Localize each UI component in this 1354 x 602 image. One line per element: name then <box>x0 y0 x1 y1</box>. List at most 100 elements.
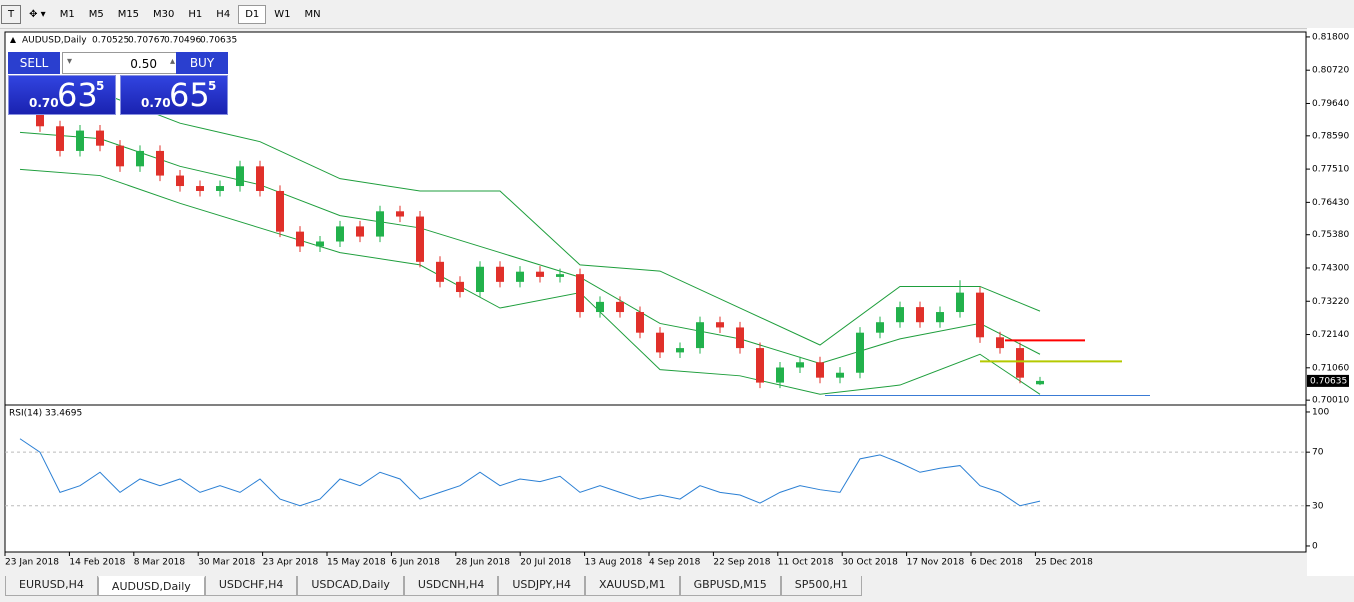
bollinger-lower <box>19 168 1041 395</box>
y-tick-label: 0.79640 <box>1312 99 1349 109</box>
timeframe-button[interactable]: H1 <box>188 8 203 20</box>
candle-body <box>1016 348 1024 378</box>
y-tick-label: 0 <box>1312 541 1318 551</box>
candle-body <box>176 175 184 187</box>
ohlc-value: 0.70767 <box>128 36 165 46</box>
ohlc-value: 0.70496 <box>164 36 201 46</box>
candle-body <box>436 261 444 282</box>
y-tick-label: 0.70010 <box>1312 396 1349 406</box>
candle-body <box>356 226 364 237</box>
x-tick-label: 17 Nov 2018 <box>907 558 965 568</box>
axis-background <box>1307 28 1354 576</box>
candle-body <box>956 292 964 313</box>
symbol-label: AUDUSD,Daily <box>22 36 87 46</box>
rsi-line <box>19 438 1041 507</box>
chart-tab[interactable]: USDCAD,Daily <box>297 576 404 596</box>
chart-tab[interactable]: EURUSD,H4 <box>5 576 98 596</box>
x-tick-label: 8 Mar 2018 <box>134 558 186 568</box>
timeframe-button[interactable]: MN <box>304 8 321 20</box>
candle-body <box>496 266 504 282</box>
ask-big: 0.70 <box>141 96 171 110</box>
chart-tabs: EURUSD,H4 AUDUSD,Daily USDCHF,H4 USDCAD,Dai… <box>5 576 863 596</box>
x-tick-label: 30 Mar 2018 <box>198 558 255 568</box>
y-tick-label: 0.77510 <box>1312 165 1349 175</box>
candle-body <box>336 226 344 242</box>
ask-quote[interactable]: 0.70 65 5 <box>120 75 228 115</box>
candle-body <box>556 274 564 277</box>
chart-tab[interactable]: USDCHF,H4 <box>204 576 298 596</box>
candle-body <box>736 327 744 349</box>
candle-body <box>276 190 284 232</box>
candle-body <box>816 362 824 378</box>
timeframe-button[interactable]: H4 <box>216 8 231 20</box>
price-pane <box>16 83 1150 397</box>
timeframe-button[interactable]: M5 <box>88 8 104 20</box>
y-tick-label: 0.74300 <box>1312 263 1349 273</box>
candle-body <box>536 271 544 277</box>
bollinger-upper <box>19 91 1041 346</box>
candle-body <box>316 241 324 247</box>
candle-body <box>936 312 944 323</box>
one-click-trading-panel: SELL ▾ 0.50 ▴ BUY 0.70 63 5 0.70 65 5 <box>8 52 228 116</box>
chart-tab[interactable]: GBPUSD,M15 <box>679 576 781 596</box>
candle-body <box>636 312 644 333</box>
lot-value: 0.50 <box>130 57 157 71</box>
buy-button[interactable]: BUY <box>176 52 228 74</box>
candle-body <box>256 166 264 191</box>
x-tick-label: 23 Apr 2018 <box>263 558 319 568</box>
y-tick-label: 0.71060 <box>1312 363 1349 373</box>
ohlc-value: 0.70635 <box>200 36 237 46</box>
last-price-tag <box>1307 374 1349 387</box>
drawing-tools-icon[interactable]: ✥ ▾ <box>29 8 46 20</box>
candle-body <box>676 348 684 353</box>
timeframe-button[interactable]: D1 <box>238 4 267 24</box>
ohlc-value: 0.70525 <box>92 36 129 46</box>
y-tick-label: 0.75380 <box>1312 230 1349 240</box>
chart-tab[interactable]: XAUUSD,M1 <box>584 576 680 596</box>
x-tick-label: 11 Oct 2018 <box>778 558 834 568</box>
lot-down[interactable]: ▾ <box>67 56 73 67</box>
chart-tab[interactable]: USDCNH,H4 <box>403 576 499 596</box>
candle-body <box>596 301 604 313</box>
candle-body <box>96 130 104 146</box>
text-tool-icon[interactable]: T <box>1 4 22 24</box>
chart-tab[interactable]: SP500,H1 <box>780 576 863 596</box>
x-tick-label: 23 Jan 2018 <box>5 558 59 568</box>
x-tick-label: 4 Sep 2018 <box>649 558 701 568</box>
timeframe-button[interactable]: W1 <box>274 8 291 20</box>
y-tick-label: 0.78590 <box>1312 131 1349 141</box>
candle-body <box>56 126 64 151</box>
y-tick-label: 30 <box>1312 501 1324 511</box>
lot-field[interactable]: ▾ 0.50 ▴ <box>62 52 182 74</box>
sell-button[interactable]: SELL <box>8 52 60 74</box>
chart-tab[interactable]: AUDUSD,Daily <box>97 576 205 596</box>
bid-quote[interactable]: 0.70 63 5 <box>8 75 116 115</box>
x-tick-label: 20 Jul 2018 <box>520 558 571 568</box>
candle-body <box>116 145 124 167</box>
y-tick-label: 0.76430 <box>1312 198 1349 208</box>
ask-fraction: 5 <box>208 79 217 93</box>
timeframe-button[interactable]: M30 <box>153 8 175 20</box>
timeframe-button[interactable]: M15 <box>117 8 140 20</box>
candle-body <box>976 292 984 338</box>
x-tick-label: 6 Jun 2018 <box>391 558 440 568</box>
y-tick-label: 100 <box>1312 407 1329 417</box>
candle-body <box>76 130 84 151</box>
lot-up[interactable]: ▴ <box>169 56 175 67</box>
candle-body <box>656 332 664 353</box>
x-tick-label: 15 May 2018 <box>327 558 386 568</box>
x-tick-label: 14 Feb 2018 <box>69 558 125 568</box>
candle-body <box>836 372 844 378</box>
bid-big: 0.70 <box>29 96 59 110</box>
timeframe-toolbar: T ✥ ▾ M1 M5 M15 M30 H1 H4 D1 W1 MN <box>0 0 1354 29</box>
candle-body <box>516 271 524 282</box>
candle-body <box>716 322 724 328</box>
chart-tab[interactable]: USDJPY,H4 <box>498 576 585 596</box>
candle-body <box>1036 380 1044 385</box>
candle-body <box>576 274 584 313</box>
x-tick-label: 22 Sep 2018 <box>713 558 770 568</box>
candle-body <box>396 211 404 217</box>
timeframe-button[interactable]: M1 <box>59 8 75 20</box>
candle-body <box>616 301 624 313</box>
candle-body <box>376 211 384 237</box>
